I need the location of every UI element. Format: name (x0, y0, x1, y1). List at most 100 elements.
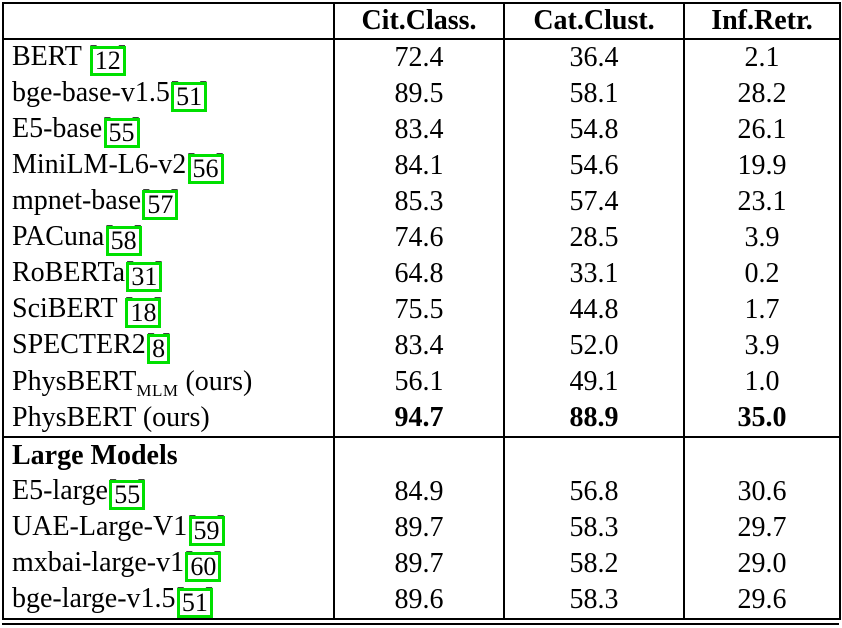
model-cell: PhysBERT (ours) (2, 400, 335, 437)
section-header-row: Large Models (2, 436, 841, 474)
model-suffix: (ours) (135, 402, 210, 433)
metric-value: 26.1 (683, 112, 841, 148)
metric-value: 28.2 (683, 76, 841, 112)
citation-number: 51 (176, 587, 213, 618)
table-row: bge-large-v1.5[51]89.658.329.6 (2, 582, 841, 619)
table-header-row: Cit.Class. Cat.Clust. Inf.Retr. (2, 3, 841, 40)
metric-value: 23.1 (683, 184, 841, 220)
citation-link[interactable]: [59] (187, 511, 226, 546)
citation-number: 55 (109, 479, 146, 510)
metric-value: 57.4 (503, 184, 685, 220)
model-name: SciBERT (12, 292, 125, 324)
metric-value: 64.8 (333, 256, 505, 292)
model-name: BERT (12, 40, 89, 72)
metric-value: 94.7 (333, 400, 505, 437)
model-name: PhysBERT (12, 402, 136, 433)
metric-value: 89.6 (333, 582, 505, 619)
model-cell: SPECTER2[8] (2, 328, 335, 364)
metric-value: 84.9 (333, 474, 505, 510)
model-name: bge-base-v1.5 (12, 76, 170, 108)
metric-value: 29.6 (683, 582, 841, 619)
table-row: UAE-Large-V1[59]89.758.329.7 (2, 510, 841, 546)
model-cell: RoBERTa[31] (2, 256, 335, 292)
citation-number: 51 (171, 81, 208, 112)
table-bottom-rule (2, 623, 839, 625)
metric-value: 29.7 (683, 510, 841, 546)
citation-link[interactable]: [51] (170, 77, 208, 112)
citation-link[interactable]: [31] (125, 257, 164, 292)
model-cell: E5-base[55] (2, 112, 335, 148)
table-row: mpnet-base[57]85.357.423.1 (2, 184, 841, 220)
model-cell: UAE-Large-V1[59] (2, 510, 335, 546)
section-header-label: Large Models (2, 436, 335, 474)
citation-link[interactable]: [12] (88, 41, 127, 76)
citation-number: 8 (147, 333, 171, 364)
metric-value: 56.1 (333, 364, 505, 400)
citation-link[interactable]: [55] (102, 113, 141, 148)
metric-value: 2.1 (683, 39, 841, 76)
model-name: SPECTER2 (12, 328, 146, 360)
citation-number: 59 (188, 515, 225, 546)
metric-value: 89.5 (333, 76, 505, 112)
table-row: SPECTER2[8]83.452.03.9 (2, 328, 841, 364)
metric-value: 75.5 (333, 292, 505, 328)
metric-value: 58.3 (503, 510, 685, 546)
table-row: mxbai-large-v1[60]89.758.229.0 (2, 546, 841, 582)
metric-value: 56.8 (503, 474, 685, 510)
metric-value: 33.1 (503, 256, 685, 292)
metric-value: 0.2 (683, 256, 841, 292)
empty-cell (503, 436, 685, 474)
model-name: mpnet-base (12, 184, 142, 216)
metric-value: 89.7 (333, 546, 505, 582)
model-suffix: (ours) (178, 366, 253, 397)
table-row: PhysBERT (ours) 94.7 88.9 35.0 (2, 400, 841, 437)
metric-value: 58.2 (503, 546, 685, 582)
citation-number: 57 (142, 189, 179, 220)
citation-link[interactable]: [18] (124, 293, 163, 328)
table-row: MiniLM-L6-v2[56]84.154.619.9 (2, 148, 841, 184)
metric-value: 52.0 (503, 328, 685, 364)
citation-link[interactable]: [57] (141, 185, 180, 220)
model-name: RoBERTa (12, 256, 126, 288)
citation-link[interactable]: [58] (104, 221, 143, 256)
metric-value: 35.0 (683, 400, 841, 437)
citation-number: 12 (89, 45, 126, 76)
citation-link[interactable]: [55] (108, 475, 147, 510)
citation-link[interactable]: [56] (186, 149, 225, 184)
table-body: BERT [12]72.436.42.1bge-base-v1.5[51]89.… (2, 39, 841, 619)
citation-link[interactable]: [51] (176, 583, 214, 618)
metric-value: 28.5 (503, 220, 685, 256)
model-cell: bge-large-v1.5[51] (2, 582, 335, 619)
model-cell: bge-base-v1.5[51] (2, 76, 335, 112)
column-header-inf-retr: Inf.Retr. (683, 3, 841, 40)
metric-value: 58.3 (503, 582, 685, 619)
model-name: mxbai-large-v1 (12, 546, 185, 578)
metric-value: 36.4 (503, 39, 685, 76)
citation-number: 31 (126, 261, 163, 292)
table-row: E5-large[55]84.956.830.6 (2, 474, 841, 510)
citation-number: 18 (125, 297, 162, 328)
table-row: BERT [12] 72.436.42.1 (2, 39, 841, 76)
model-cell: SciBERT [18] (2, 292, 335, 328)
empty-cell (333, 436, 505, 474)
metric-value: 29.0 (683, 546, 841, 582)
metric-value: 89.7 (333, 510, 505, 546)
metric-value: 72.4 (333, 39, 505, 76)
citation-number: 60 (185, 551, 222, 582)
model-name: bge-large-v1.5 (12, 582, 176, 614)
citation-number: 58 (105, 225, 142, 256)
citation-link[interactable]: [60] (184, 547, 223, 582)
metric-value: 19.9 (683, 148, 841, 184)
metric-value: 3.9 (683, 328, 841, 364)
model-cell: mxbai-large-v1[60] (2, 546, 335, 582)
citation-link[interactable]: [8] (146, 329, 171, 364)
model-cell: MiniLM-L6-v2[56] (2, 148, 335, 184)
model-cell: PACuna[58] (2, 220, 335, 256)
metric-value: 54.6 (503, 148, 685, 184)
metric-value: 74.6 (333, 220, 505, 256)
metric-value: 30.6 (683, 474, 841, 510)
model-subscript: MLM (136, 381, 179, 400)
model-name: E5-base (12, 112, 103, 144)
